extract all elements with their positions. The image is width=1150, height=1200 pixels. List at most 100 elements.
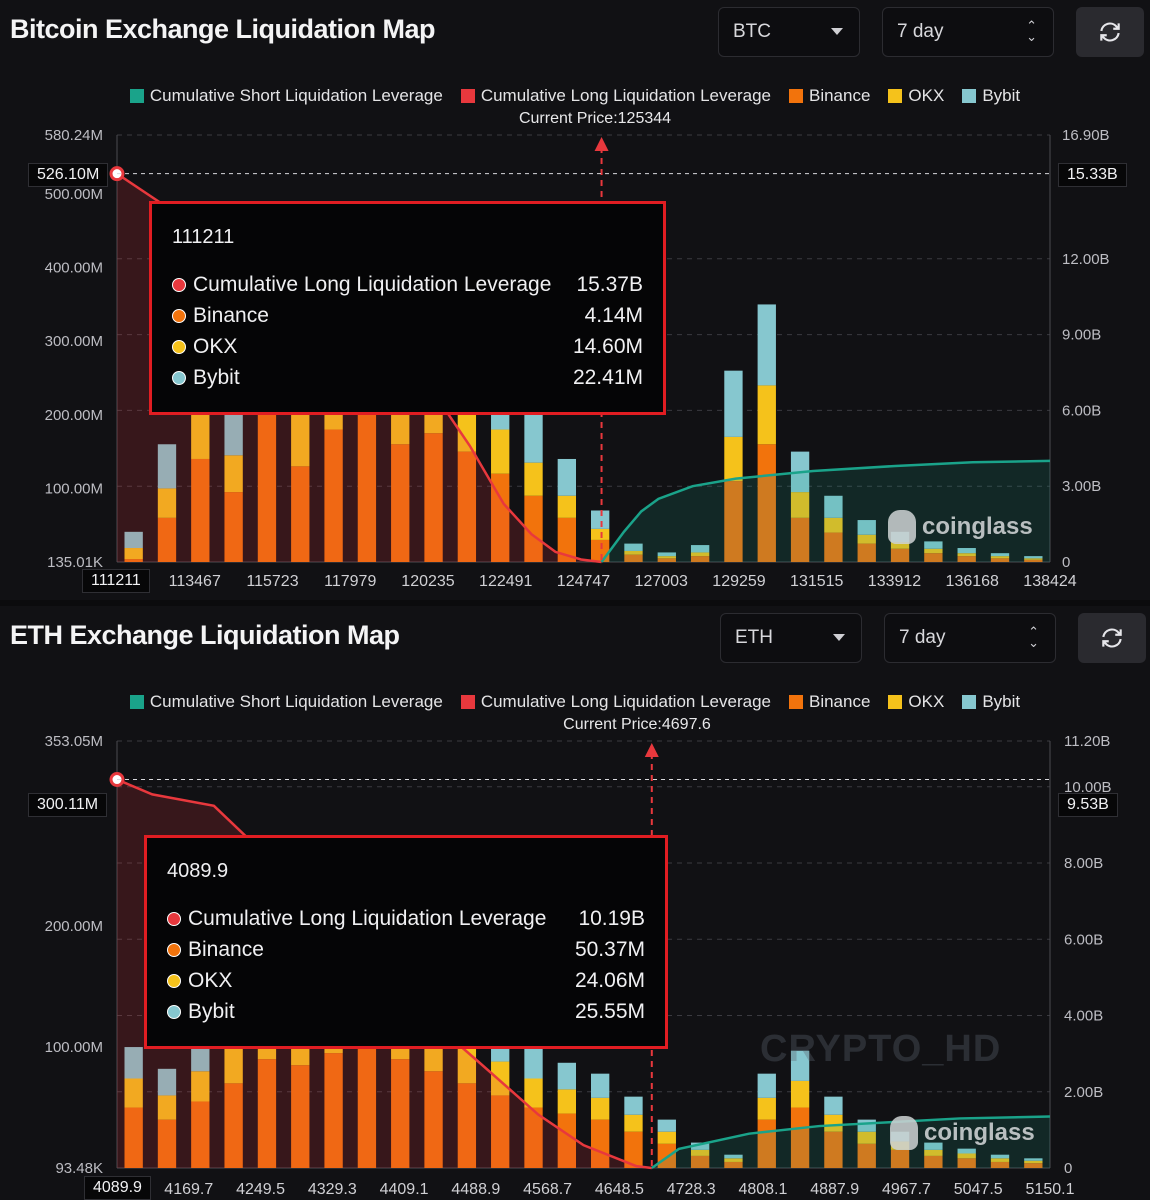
bybit-bar <box>824 1096 843 1115</box>
x-axis-tick: 117979 <box>324 573 376 590</box>
binance-bar <box>790 1107 810 1168</box>
binance-bar <box>291 466 310 562</box>
left-axis-tick: 200.00M <box>45 407 103 424</box>
bybit-bar <box>757 1073 776 1098</box>
binance-bar <box>257 407 277 562</box>
bybit-bar <box>124 1047 143 1079</box>
okx-bar <box>757 1097 776 1120</box>
binance-bar <box>724 481 743 562</box>
legend-binance[interactable]: Binance <box>788 86 870 106</box>
right-axis-tick: 8.00B <box>1064 855 1103 872</box>
left-axis-tick: 93.48K <box>55 1160 103 1177</box>
bybit-bar <box>1024 556 1043 559</box>
bybit-bar <box>690 1142 710 1150</box>
binance-bar <box>157 1119 177 1168</box>
left-axis-badge: 300.11M <box>28 793 108 817</box>
okx-bar <box>724 436 743 482</box>
okx-bar <box>491 1061 510 1096</box>
legend-binance[interactable]: Binance <box>788 692 870 712</box>
binance-bar <box>957 1158 976 1168</box>
legend-long[interactable]: Cumulative Long Liquidation Leverage <box>460 692 771 712</box>
bybit-bar <box>724 370 743 437</box>
refresh-icon <box>1102 628 1122 648</box>
legend-okx[interactable]: OKX <box>888 692 944 712</box>
x-axis-tick: 115723 <box>246 573 298 590</box>
tooltip-header: 4089.9 <box>167 860 229 882</box>
right-axis-badge: 9.53B <box>1058 793 1118 817</box>
binance-bar <box>824 1131 843 1168</box>
binance-bar <box>324 1053 343 1168</box>
binance-bar <box>724 1161 743 1168</box>
bybit-bar <box>157 1068 177 1096</box>
okx-bar <box>157 488 177 518</box>
binance-bar <box>457 1083 477 1168</box>
binance-bar <box>957 556 976 562</box>
right-axis-tick: 12.00B <box>1062 251 1110 268</box>
binance-bar <box>524 1107 543 1168</box>
binance-bar <box>391 1059 410 1168</box>
okx-bar <box>690 552 710 557</box>
period-select[interactable]: 7 day ⌃ ⌄ <box>882 7 1054 57</box>
okx-bar <box>857 1131 876 1144</box>
legend-long[interactable]: Cumulative Long Liquidation Leverage <box>460 86 771 106</box>
bybit-bar <box>590 1073 610 1098</box>
tooltip-row: OKX 24.06M <box>167 965 645 996</box>
right-axis-tick: 3.00B <box>1062 478 1101 495</box>
bybit-bar <box>590 510 610 529</box>
x-axis-tick: 129259 <box>712 573 765 590</box>
okx-bar <box>224 1047 243 1084</box>
binance-bar <box>524 495 543 562</box>
btc-panel: Bitcoin Exchange Liquidation Map BTC 7 d… <box>0 7 1150 593</box>
binance-bar <box>557 1113 577 1168</box>
x-axis-tick: 4808.1 <box>738 1181 787 1198</box>
period-select[interactable]: 7 day ⌃ ⌄ <box>884 613 1056 663</box>
left-axis-tick: 100.00M <box>45 1039 103 1056</box>
right-axis-tick: 16.90B <box>1062 127 1110 144</box>
legend-okx[interactable]: OKX <box>888 86 944 106</box>
refresh-button[interactable] <box>1076 7 1144 57</box>
x-axis-tick: 4169.7 <box>164 1181 213 1198</box>
okx-bar <box>291 414 310 467</box>
chart-legend: Cumulative Short Liquidation Leverage Cu… <box>0 692 1150 712</box>
coin-select[interactable]: BTC <box>718 7 860 57</box>
x-axis-tick: 4329.3 <box>308 1181 357 1198</box>
current-price-label: Current Price:125344 <box>518 110 672 127</box>
tooltip-row: Cumulative Long Liquidation Leverage 10.1… <box>167 903 645 934</box>
tooltip-row: Bybit 22.41M <box>172 362 643 393</box>
x-axis-tick: 138424 <box>1023 573 1076 590</box>
x-axis-tick: 120235 <box>401 573 454 590</box>
binance-bar <box>857 543 876 562</box>
okx-bar <box>657 556 676 559</box>
x-axis-tick: 4887.9 <box>810 1181 859 1198</box>
legend-short[interactable]: Cumulative Short Liquidation Leverage <box>129 692 443 712</box>
bybit-bar <box>657 552 676 557</box>
x-axis-badge: 111211 <box>82 569 150 593</box>
period-select-value: 7 day <box>897 21 944 42</box>
x-axis-tick: 4488.9 <box>451 1181 500 1198</box>
legend-bybit[interactable]: Bybit <box>962 692 1020 712</box>
x-axis-tick: 136168 <box>946 573 999 590</box>
legend-short[interactable]: Cumulative Short Liquidation Leverage <box>129 86 443 106</box>
refresh-button[interactable] <box>1078 613 1146 663</box>
x-axis-tick: 4648.5 <box>595 1181 644 1198</box>
binance-bar <box>690 1155 710 1168</box>
current-price-arrow <box>644 743 659 757</box>
binance-bar <box>657 558 676 562</box>
tooltip-header: 111211 <box>172 226 235 248</box>
coin-select[interactable]: ETH <box>720 613 862 663</box>
left-axis-badge: 526.10M <box>28 163 109 187</box>
tooltip-row: Bybit 25.55M <box>167 996 645 1027</box>
bybit-bar <box>857 520 876 535</box>
okx-bar <box>624 550 643 555</box>
right-axis-badge: 15.33B <box>1058 163 1127 187</box>
binance-bar <box>157 517 177 562</box>
okx-bar <box>491 429 510 474</box>
panel-title: ETH Exchange Liquidation Map <box>10 620 400 650</box>
chart-legend: Cumulative Short Liquidation Leverage Cu… <box>0 86 1150 106</box>
legend-bybit[interactable]: Bybit <box>962 86 1020 106</box>
left-axis-tick: 100.00M <box>45 480 103 497</box>
left-axis-tick: 200.00M <box>45 918 103 935</box>
right-axis-tick: 11.20B <box>1064 733 1110 750</box>
binance-bar <box>424 433 443 562</box>
bybit-bar <box>957 548 976 554</box>
